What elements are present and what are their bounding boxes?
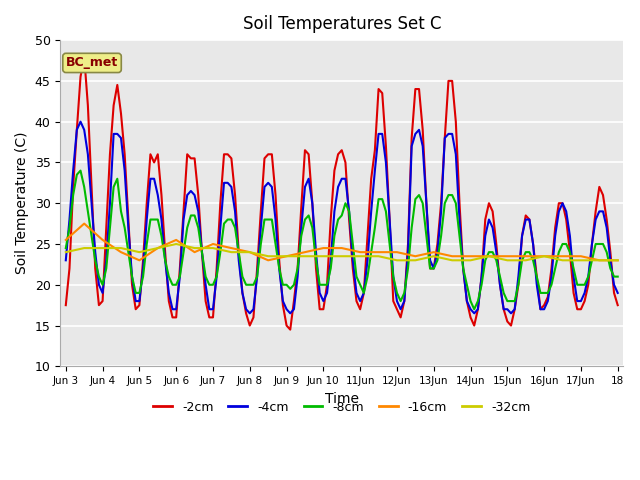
Legend: -2cm, -4cm, -8cm, -16cm, -32cm: -2cm, -4cm, -8cm, -16cm, -32cm [148,396,535,419]
Y-axis label: Soil Temperature (C): Soil Temperature (C) [15,132,29,275]
Text: BC_met: BC_met [66,57,118,70]
X-axis label: Time: Time [324,392,359,406]
Title: Soil Temperatures Set C: Soil Temperatures Set C [243,15,441,33]
